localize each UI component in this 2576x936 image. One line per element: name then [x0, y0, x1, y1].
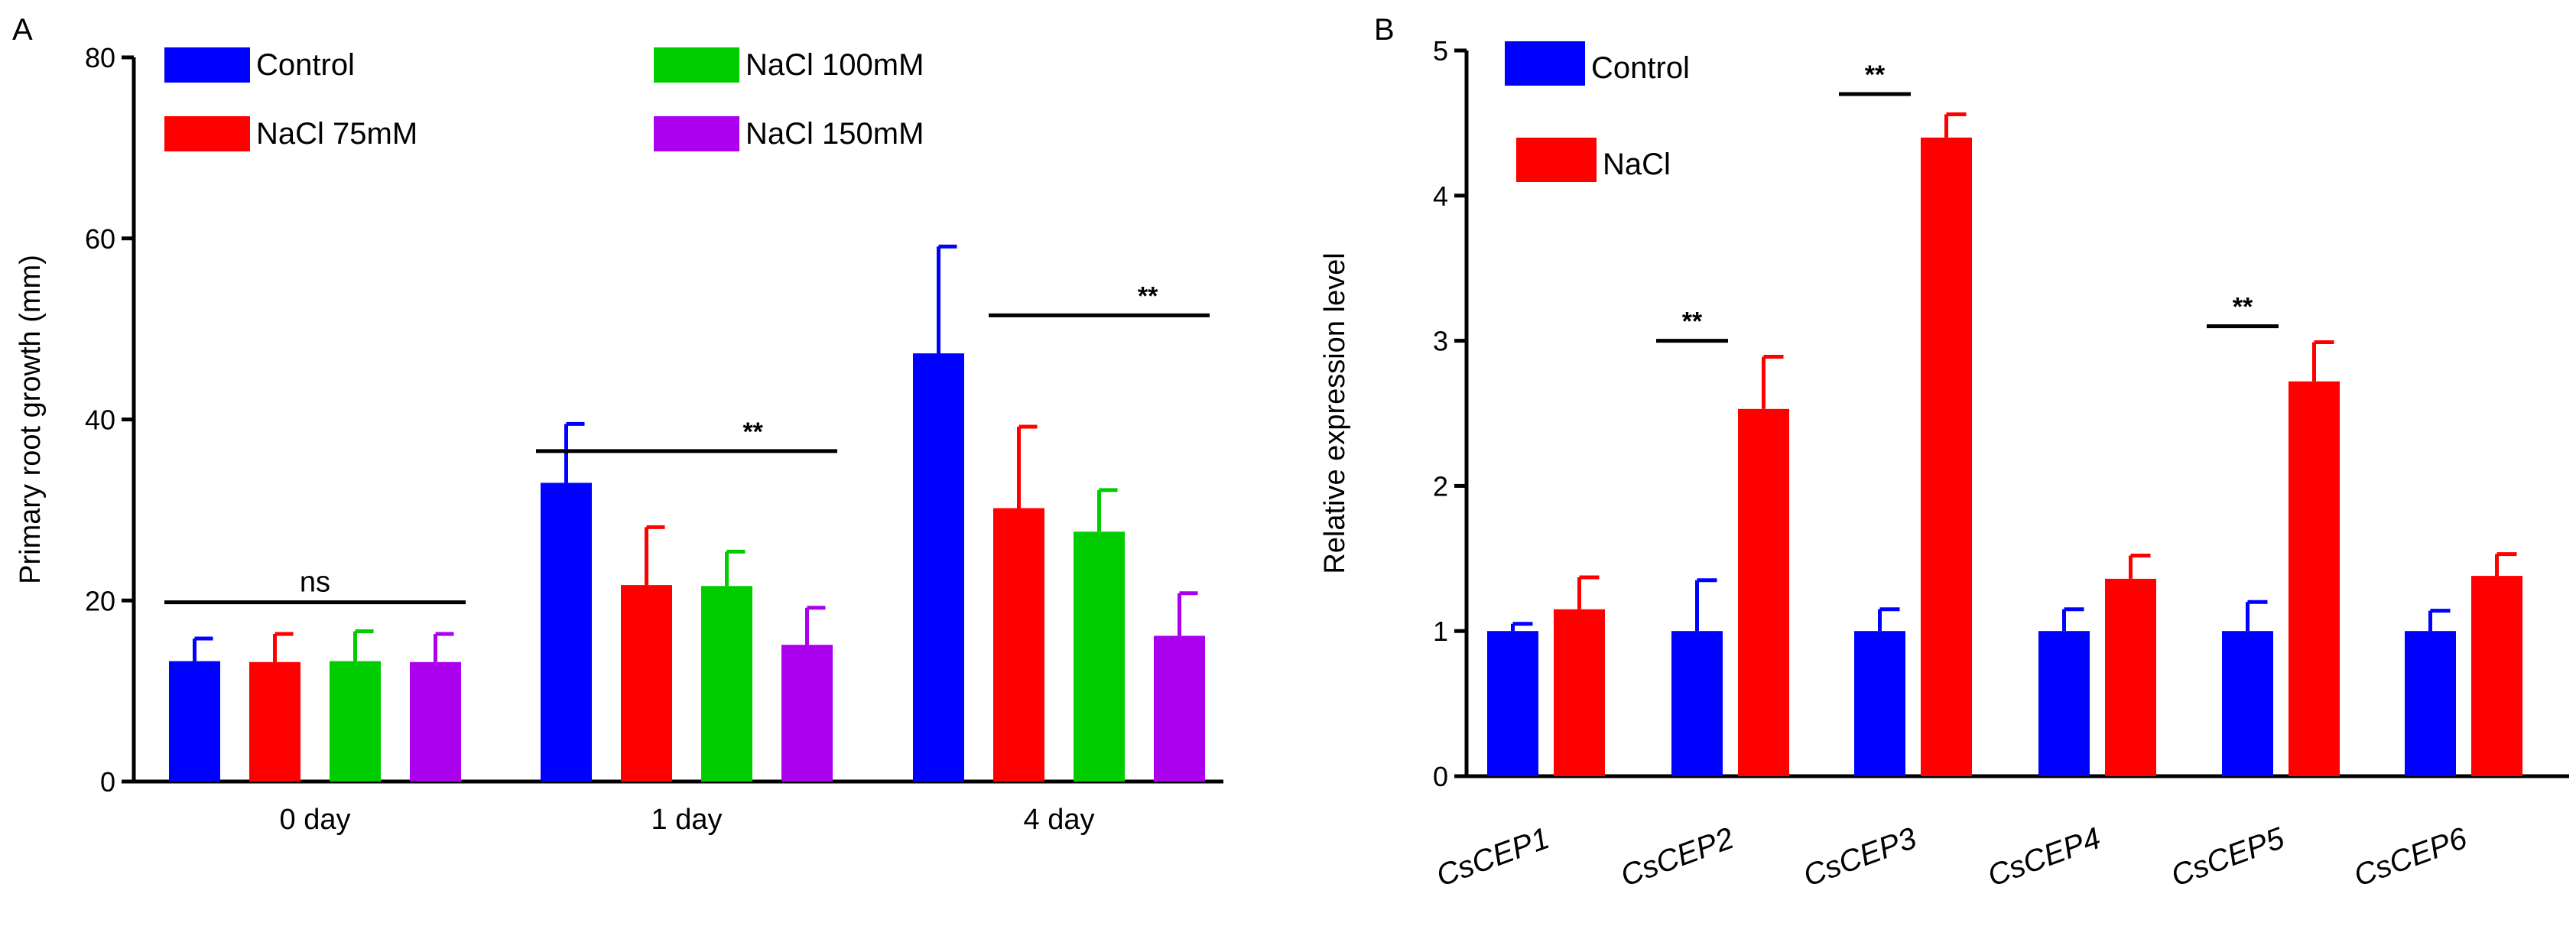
x-category-label: CsCEP3	[1799, 821, 1921, 893]
bar-control-4-day	[913, 353, 964, 782]
significance-label: **	[2233, 293, 2253, 322]
significance-label: **	[742, 418, 763, 447]
significance-label: **	[1138, 281, 1158, 310]
x-category-label: 0 day	[280, 804, 351, 836]
legend-label: NaCl	[1603, 148, 1671, 181]
y-tick-label: 0	[100, 766, 115, 798]
bar-nacl-75mm-4-day	[993, 508, 1044, 782]
bar-nacl-75mm-0-day	[249, 661, 300, 782]
significance-label: **	[1682, 307, 1703, 336]
y-tick-label: 1	[1433, 616, 1448, 647]
bar-control-0-day	[169, 661, 220, 782]
bar-nacl-75mm-1-day	[621, 585, 672, 782]
y-tick-label: 5	[1433, 35, 1448, 67]
bar-control-cscep5	[2222, 631, 2273, 776]
legend-swatch-nacl-75mm	[164, 116, 250, 151]
bar-nacl-cscep6	[2471, 576, 2522, 776]
y-tick-label: 60	[85, 223, 115, 255]
panel-a-letter: A	[12, 13, 33, 47]
legend-label: Control	[256, 48, 355, 82]
y-tick-label: 20	[85, 585, 115, 616]
y-axis-title: Primary root growth (mm)	[15, 255, 47, 584]
bar-nacl-100mm-1-day	[701, 586, 752, 782]
bar-nacl-cscep4	[2105, 578, 2156, 776]
panel-b: B 0 1 2 3 4 5 Relative expression level CsCEP1 C…	[1319, 13, 2569, 893]
bar-control-cscep3	[1854, 631, 1905, 776]
legend-swatch-nacl	[1516, 138, 1597, 182]
y-tick-label: 3	[1433, 326, 1448, 357]
legend-swatch-nacl-150mm	[654, 116, 739, 151]
y-tick-label: 40	[85, 405, 115, 436]
bar-control-1-day	[541, 483, 592, 782]
x-category-label: CsCEP2	[1616, 821, 1738, 893]
x-category-label: CsCEP4	[1983, 821, 2105, 893]
y-axis-title: Relative expression level	[1319, 252, 1351, 574]
legend-label: NaCl 100mM	[746, 48, 924, 82]
panel-a: A 0 20 40 60 80 Primary root growth (mm) 0 day…	[12, 13, 1223, 836]
x-category-label: 1 day	[651, 804, 723, 836]
bar-control-cscep4	[2038, 631, 2090, 776]
legend-label: Control	[1591, 51, 1690, 85]
legend-swatch-control	[164, 47, 250, 83]
bar-nacl-150mm-1-day	[781, 645, 833, 782]
legend-swatch-nacl-100mm	[654, 47, 739, 83]
y-tick-label: 80	[85, 42, 115, 73]
significance-label: ns	[300, 567, 330, 599]
legend-label: NaCl 75mM	[256, 117, 417, 151]
legend-label: NaCl 150mM	[746, 117, 924, 151]
bar-nacl-100mm-0-day	[330, 661, 381, 782]
x-category-label: CsCEP5	[2167, 821, 2289, 893]
y-tick-label: 4	[1433, 180, 1448, 212]
significance-label: **	[1865, 60, 1886, 89]
bar-nacl-cscep5	[2289, 381, 2340, 776]
bar-control-cscep6	[2405, 631, 2456, 776]
bar-control-cscep1	[1487, 631, 1538, 776]
bar-nacl-cscep1	[1554, 609, 1605, 776]
panel-b-letter: B	[1374, 13, 1395, 47]
x-category-label: 4 day	[1024, 804, 1095, 836]
y-tick-label: 2	[1433, 470, 1448, 502]
bar-nacl-cscep2	[1738, 408, 1789, 776]
legend-swatch-control	[1505, 41, 1585, 86]
y-tick-label: 0	[1433, 761, 1448, 792]
bar-nacl-cscep3	[1921, 137, 1972, 776]
x-category-label: CsCEP6	[2350, 821, 2472, 893]
x-category-label: CsCEP1	[1432, 821, 1554, 893]
bar-nacl-100mm-4-day	[1074, 531, 1125, 782]
bar-nacl-150mm-4-day	[1154, 635, 1205, 782]
bar-nacl-150mm-0-day	[410, 661, 461, 782]
bar-control-cscep2	[1671, 631, 1723, 776]
